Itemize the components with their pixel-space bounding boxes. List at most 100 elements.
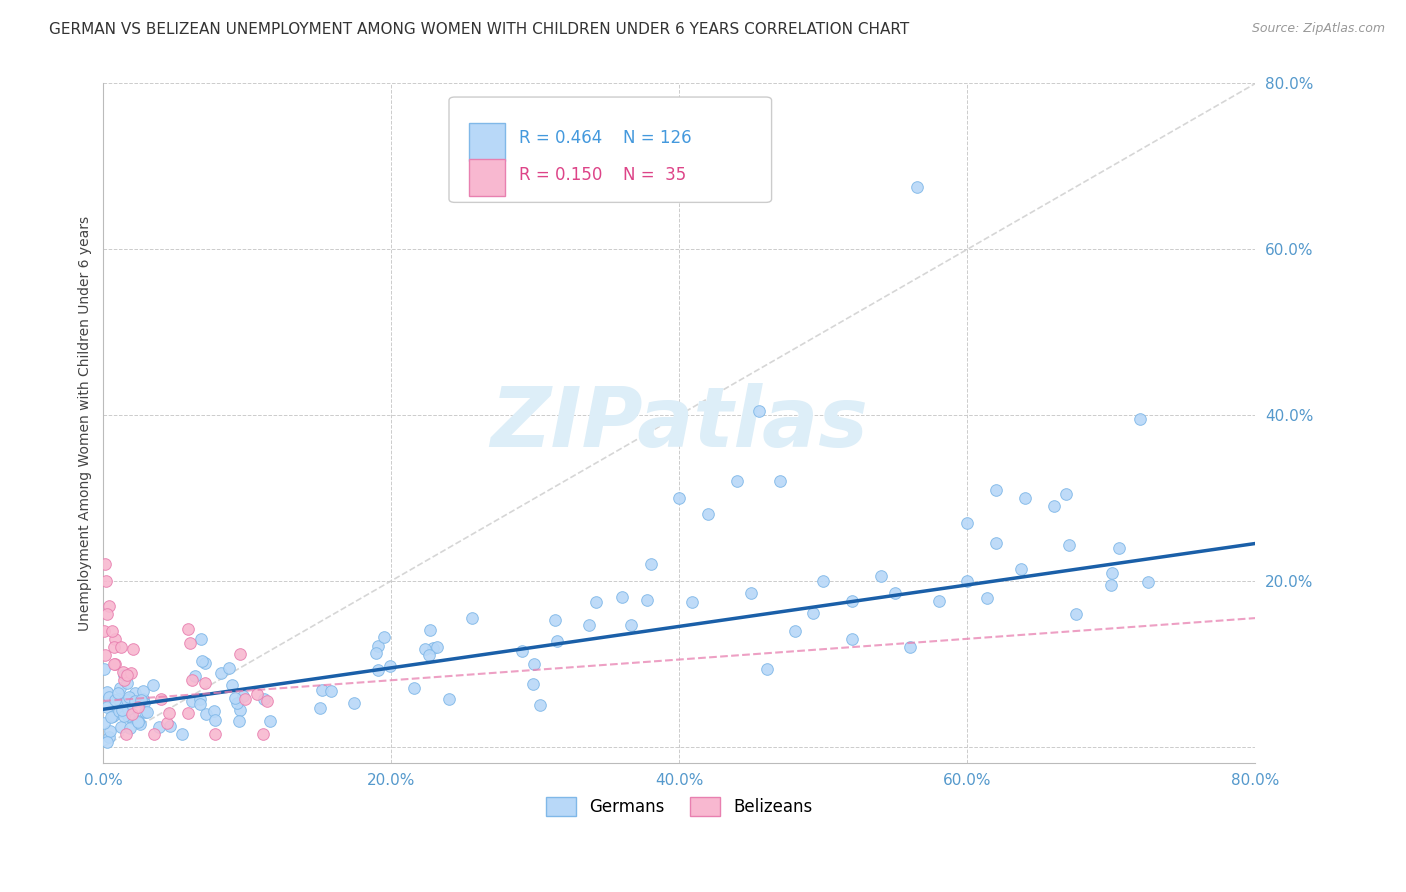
- Point: [364, 646, 387, 660]
- Point: [1137, 574, 1160, 589]
- Point: [256, 694, 278, 708]
- Point: [121, 641, 143, 656]
- FancyBboxPatch shape: [468, 123, 505, 161]
- Point: [813, 574, 835, 588]
- Text: N =  35: N = 35: [623, 166, 686, 185]
- Point: [426, 640, 449, 655]
- Point: [157, 706, 180, 721]
- Point: [413, 642, 436, 657]
- Point: [748, 404, 770, 418]
- Point: [841, 632, 863, 646]
- Point: [188, 692, 211, 706]
- Point: [620, 617, 643, 632]
- Point: [124, 694, 146, 708]
- Point: [100, 709, 122, 723]
- Point: [233, 692, 256, 706]
- Point: [841, 594, 863, 608]
- Point: [108, 705, 131, 719]
- Point: [142, 678, 165, 692]
- Point: [928, 594, 950, 608]
- Point: [132, 692, 155, 706]
- Point: [127, 714, 149, 729]
- Point: [148, 721, 170, 735]
- Point: [96, 735, 118, 749]
- Point: [1043, 499, 1066, 513]
- Point: [1064, 607, 1087, 622]
- Point: [104, 632, 127, 646]
- Point: [1108, 541, 1130, 555]
- Point: [437, 692, 460, 706]
- Point: [190, 632, 212, 646]
- Point: [120, 665, 142, 680]
- Point: [191, 654, 214, 668]
- Point: [98, 730, 121, 744]
- Point: [1014, 491, 1036, 505]
- Point: [177, 706, 200, 720]
- Point: [308, 701, 330, 715]
- Point: [224, 691, 246, 706]
- Point: [112, 667, 135, 681]
- Point: [112, 673, 135, 688]
- Point: [1057, 538, 1080, 552]
- Point: [523, 657, 546, 671]
- Point: [143, 727, 166, 741]
- Point: [117, 709, 139, 723]
- Point: [121, 711, 143, 725]
- Point: [1101, 566, 1123, 581]
- Point: [93, 558, 115, 572]
- Point: [107, 686, 129, 700]
- Point: [117, 702, 139, 716]
- Point: [112, 665, 135, 679]
- Point: [870, 569, 893, 583]
- Point: [402, 681, 425, 696]
- Point: [884, 586, 907, 600]
- Point: [94, 648, 117, 663]
- Point: [367, 639, 389, 653]
- Point: [769, 475, 792, 489]
- Point: [228, 714, 250, 728]
- Point: [740, 586, 762, 600]
- Legend: Germans, Belizeans: Germans, Belizeans: [540, 790, 820, 822]
- Point: [156, 716, 179, 731]
- Point: [311, 683, 333, 698]
- Point: [668, 491, 690, 505]
- Point: [225, 696, 247, 710]
- Point: [110, 720, 132, 734]
- Point: [159, 719, 181, 733]
- Point: [956, 516, 979, 530]
- Point: [183, 668, 205, 682]
- Point: [986, 536, 1008, 550]
- FancyBboxPatch shape: [449, 97, 772, 202]
- Text: R = 0.464: R = 0.464: [519, 128, 603, 147]
- Point: [544, 613, 567, 627]
- Point: [195, 706, 218, 721]
- Point: [112, 708, 135, 723]
- Point: [96, 700, 118, 714]
- Text: GERMAN VS BELIZEAN UNEMPLOYMENT AMONG WOMEN WITH CHILDREN UNDER 6 YEARS CORRELAT: GERMAN VS BELIZEAN UNEMPLOYMENT AMONG WO…: [49, 22, 910, 37]
- Point: [115, 692, 138, 706]
- FancyBboxPatch shape: [468, 159, 505, 196]
- Point: [585, 595, 607, 609]
- Point: [259, 714, 281, 728]
- Point: [343, 696, 366, 710]
- Point: [179, 635, 201, 649]
- Point: [134, 705, 156, 719]
- Point: [418, 648, 440, 662]
- Point: [246, 688, 269, 702]
- Point: [986, 483, 1008, 497]
- Point: [1054, 487, 1077, 501]
- Point: [378, 658, 401, 673]
- Point: [319, 684, 342, 698]
- Point: [149, 692, 172, 706]
- Point: [898, 640, 921, 654]
- Point: [681, 595, 703, 609]
- Point: [127, 714, 149, 728]
- Text: ZIPatlas: ZIPatlas: [491, 383, 869, 464]
- Point: [135, 705, 157, 719]
- Point: [100, 724, 122, 739]
- Point: [1129, 412, 1152, 426]
- Point: [98, 599, 121, 613]
- Point: [93, 716, 115, 731]
- Point: [94, 574, 117, 588]
- Point: [529, 698, 551, 712]
